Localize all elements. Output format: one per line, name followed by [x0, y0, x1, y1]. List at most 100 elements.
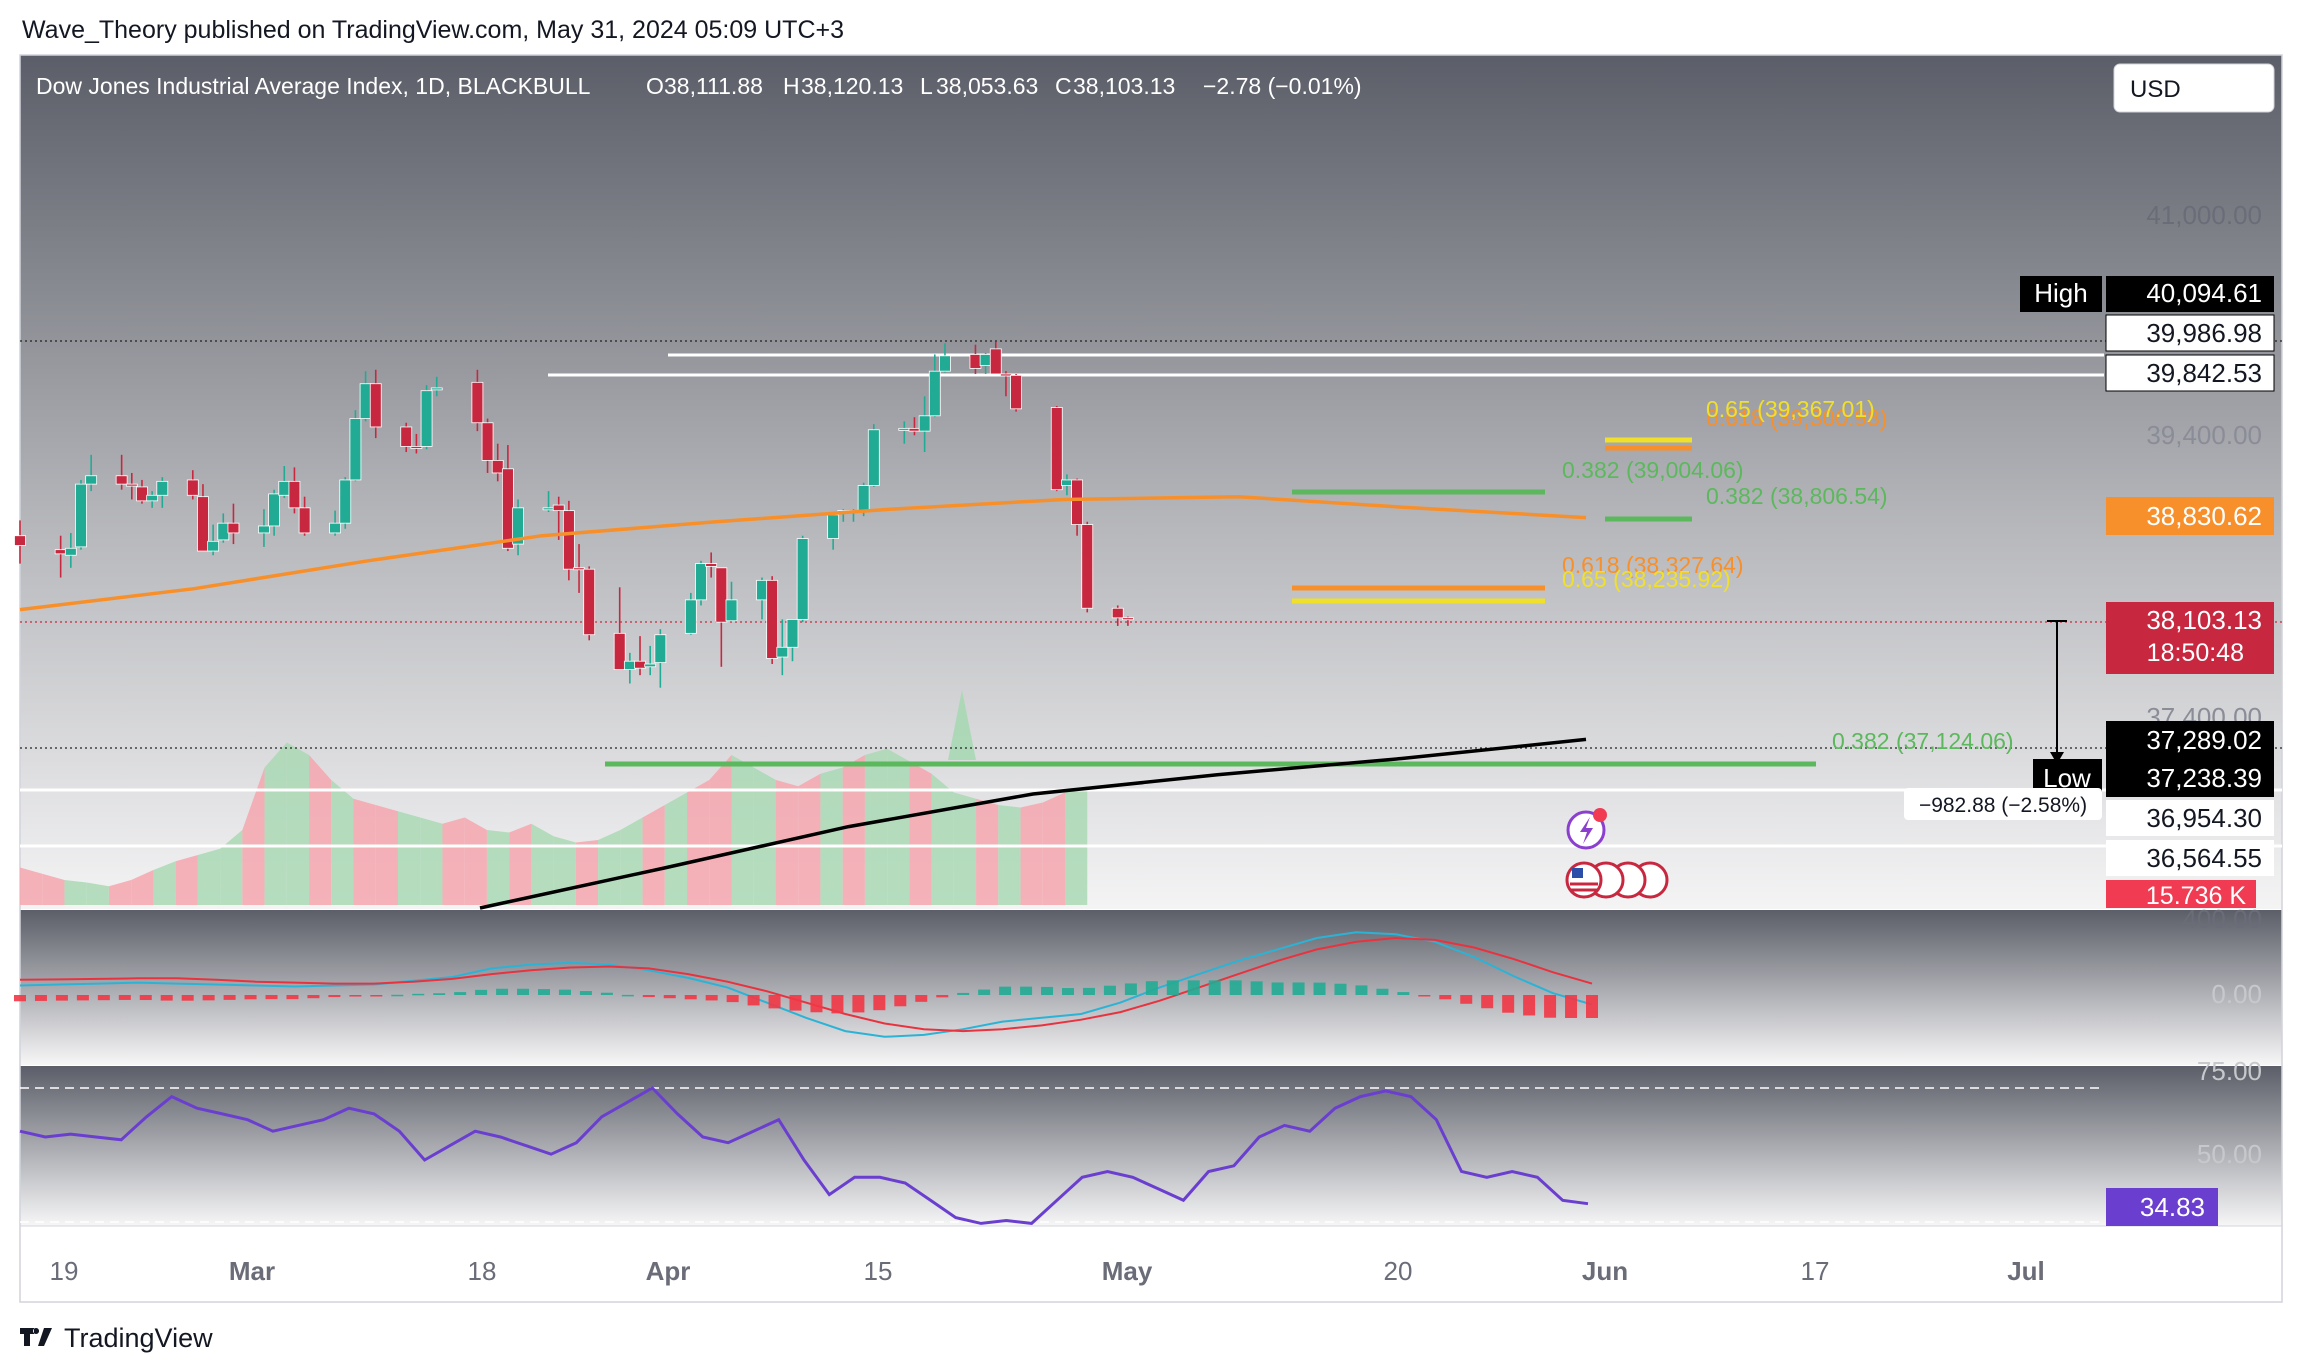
- macd-histogram-bar: [412, 993, 425, 996]
- macd-histogram-bar: [1586, 995, 1598, 1018]
- bar-countdown: 18:50:48: [2147, 639, 2244, 667]
- macd-histogram-bar: [475, 989, 488, 995]
- macd-scale[interactable]: 400.00 0.00: [2182, 904, 2262, 1009]
- price-scale[interactable]: 41,000.00 39,400.00 37,400.00 High 40,09…: [2020, 200, 2275, 910]
- time-tick: 15: [864, 1256, 893, 1286]
- macd-histogram-bar: [433, 993, 446, 995]
- candle-body: [1111, 607, 1124, 619]
- candle-body: [705, 563, 718, 567]
- candle-body: [298, 507, 311, 534]
- alert-dot-icon: [1593, 808, 1607, 822]
- tradingview-logo-icon: [20, 1328, 52, 1346]
- volume-area-segment: [442, 817, 465, 905]
- macd-histogram-bar: [202, 995, 215, 1001]
- event-icons[interactable]: [1565, 808, 1669, 899]
- candle-body: [359, 383, 372, 419]
- volume-area-segment: [864, 748, 888, 905]
- macd-layer: [14, 931, 1598, 1038]
- macd-histogram-bar: [789, 995, 802, 1011]
- candle-body: [54, 549, 67, 555]
- macd-histogram-bar: [558, 989, 571, 995]
- macd-histogram-bar: [873, 995, 886, 1011]
- ema50-price-value: 38,830.62: [2146, 501, 2262, 531]
- time-tick: Jul: [2007, 1256, 2045, 1286]
- macd-histogram-bar: [1250, 981, 1263, 995]
- volume-area-segment: [709, 755, 732, 905]
- high-price-value: 40,094.61: [2146, 278, 2262, 308]
- macd-histogram-bar: [517, 988, 530, 995]
- rsi-tick: 50.00: [2197, 1139, 2262, 1169]
- macd-histogram-bar: [244, 995, 257, 1000]
- macd-histogram-bar: [1103, 985, 1116, 995]
- volume-area-segment: [998, 805, 1021, 905]
- volume-value: 15.736 K: [2146, 882, 2246, 910]
- rsi-tick: 75.00: [2197, 1056, 2262, 1086]
- high-value: 38,120.13: [801, 73, 903, 99]
- rsi-layer: [19, 1086, 2104, 1225]
- candle-body: [268, 493, 281, 527]
- high-price-label: [2106, 276, 2274, 312]
- volume-area-segment: [242, 767, 265, 905]
- candle-body: [349, 418, 362, 481]
- tradingview-logo[interactable]: TradingView: [20, 1323, 213, 1353]
- close-label: C: [1055, 73, 1072, 99]
- candle-body: [684, 599, 697, 634]
- macd-histogram-bar: [1544, 995, 1557, 1018]
- us-flag-icon[interactable]: [1565, 861, 1669, 899]
- macd-histogram-bar: [642, 995, 655, 998]
- volume-area-segment: [108, 880, 132, 905]
- ema50-line: [19, 494, 1587, 612]
- price-pane[interactable]: [20, 55, 2282, 909]
- rsi-line: [19, 1086, 1589, 1225]
- macd-histogram-bar: [1460, 995, 1473, 1004]
- level-label: [2106, 840, 2274, 876]
- price-tick: 36,954.30: [2146, 803, 2262, 833]
- macd-histogram-bar: [1502, 995, 1515, 1013]
- candle-body: [918, 415, 931, 432]
- candle-body: [552, 504, 565, 512]
- macd-tick: 0.00: [2211, 979, 2262, 1009]
- symbol-legend[interactable]: Dow Jones Industrial Average Index, 1D, …: [36, 73, 1362, 99]
- candle-body: [14, 535, 26, 546]
- macd-histogram-bar: [391, 994, 404, 997]
- currency-button[interactable]: USD: [2113, 63, 2275, 113]
- fib-label: 0.382 (39,004.06): [1562, 457, 1744, 483]
- rsi-scale[interactable]: 75.00 50.00 34.83: [2106, 1056, 2262, 1226]
- macd-histogram-bar: [747, 995, 760, 1006]
- close-value: 38,103.13: [1073, 73, 1175, 99]
- volume-area-segment: [820, 767, 843, 905]
- fib-label: 0.65 (39,367.01): [1706, 396, 1875, 422]
- macd-histogram-bar: [1481, 995, 1494, 1009]
- time-axis-labels: 19 Mar 18 Apr 15 May 20 Jun 17 Jul: [50, 1256, 2045, 1286]
- range-measure[interactable]: −982.88 (−2.58%): [1904, 620, 2102, 820]
- candle-body: [827, 514, 840, 539]
- candle-body: [278, 480, 291, 496]
- macd-histogram-bar: [936, 995, 949, 998]
- candle-body: [939, 355, 951, 372]
- volume-area-segment: [20, 867, 43, 905]
- macd-histogram-bar: [831, 995, 844, 1014]
- fibonacci-layer: [548, 353, 2104, 767]
- candle-body: [1010, 374, 1022, 410]
- candle-body: [481, 422, 494, 461]
- candle-body: [654, 634, 667, 664]
- price-tick: 41,000.00: [2146, 200, 2262, 230]
- candle-body: [64, 547, 77, 556]
- open-label: O: [646, 73, 664, 99]
- macd-histogram-bar: [579, 991, 592, 995]
- candle-body: [979, 354, 992, 367]
- high-tag: [2020, 276, 2102, 312]
- candle-body: [288, 480, 301, 509]
- macd-histogram-bar: [265, 995, 278, 1000]
- macd-histogram-bar: [852, 995, 865, 1013]
- candle-body: [197, 496, 209, 552]
- volume-area-segment: [464, 817, 487, 905]
- macd-histogram-bar: [223, 995, 236, 1000]
- candle-body: [136, 486, 148, 502]
- volume-area-segment: [509, 823, 532, 905]
- candle-body: [369, 383, 382, 428]
- change-value: −2.78 (−0.01%): [1203, 73, 1362, 99]
- macd-histogram-bar: [1292, 982, 1305, 995]
- rsi-pane[interactable]: [20, 1066, 2282, 1226]
